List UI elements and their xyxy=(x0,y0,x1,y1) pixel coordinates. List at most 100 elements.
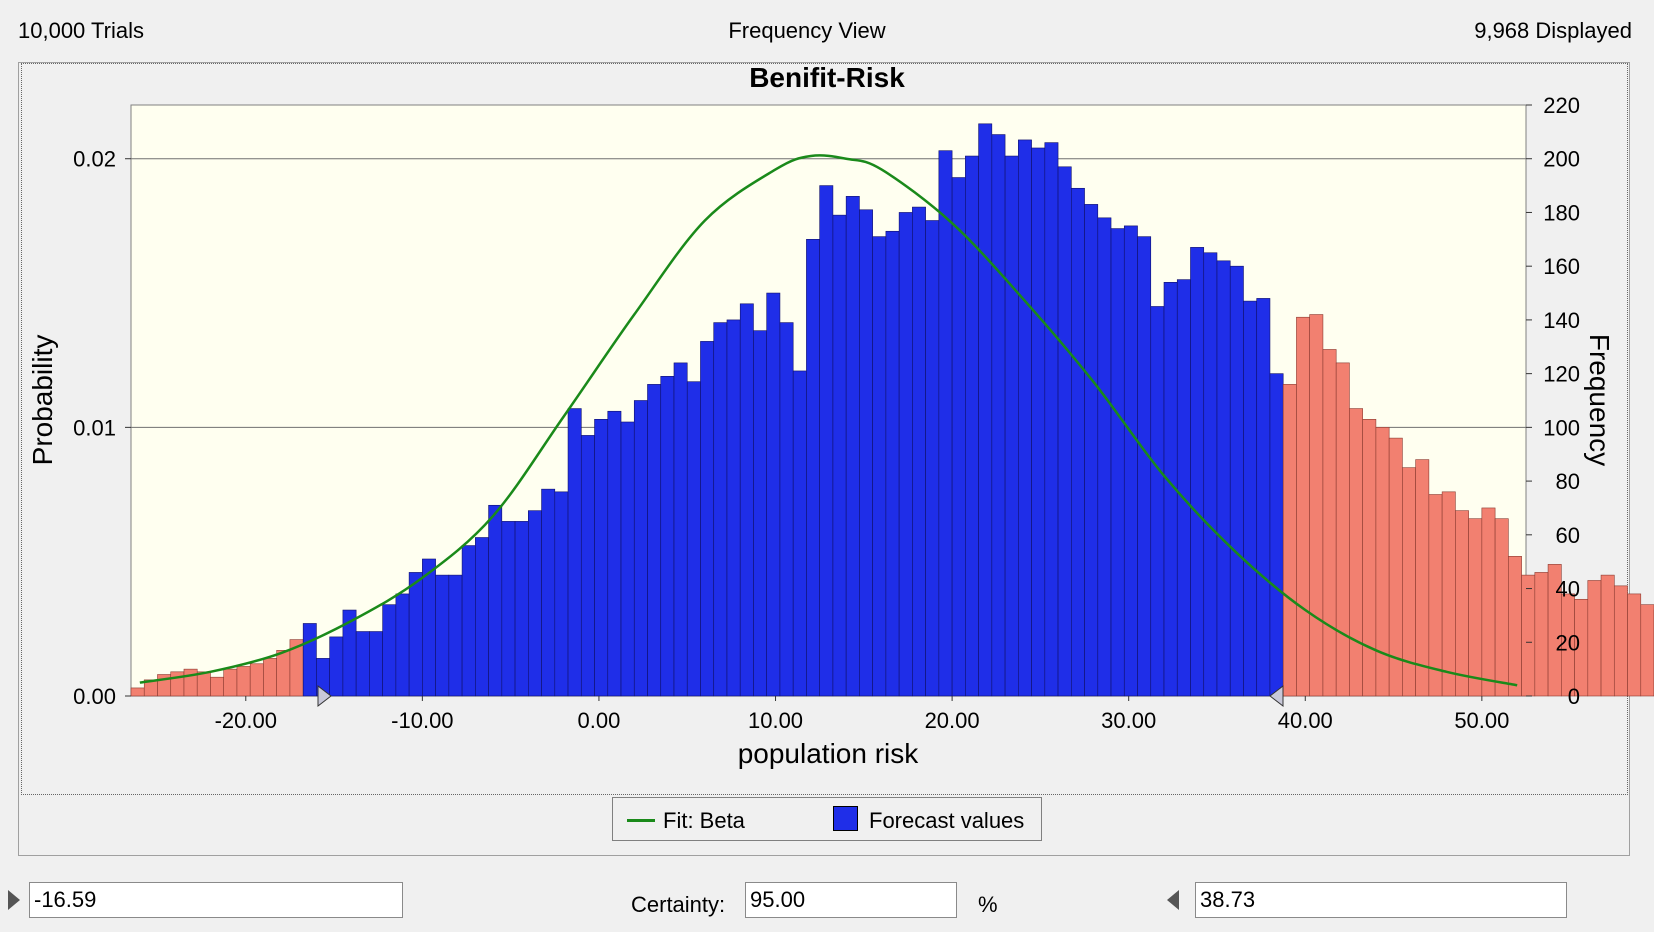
histogram-bar xyxy=(355,631,370,697)
chart-legend: Fit: Beta Forecast values xyxy=(612,797,1042,841)
x-tick-label: 40.00 xyxy=(1278,708,1333,733)
histogram-bar xyxy=(183,668,198,697)
right-grabber-icon[interactable] xyxy=(1167,890,1179,910)
histogram-bar xyxy=(898,212,913,697)
right-value-input[interactable]: 38.73 xyxy=(1195,882,1567,918)
histogram-bar xyxy=(369,631,383,697)
histogram-bar xyxy=(249,663,264,697)
displayed-count: 9,968 Displayed xyxy=(1474,18,1632,43)
histogram-bar xyxy=(991,134,1006,697)
histogram-bar xyxy=(1335,362,1350,697)
histogram-bar xyxy=(806,239,820,697)
histogram-bar xyxy=(1415,459,1430,697)
histogram-bar xyxy=(1097,217,1112,697)
histogram-bar xyxy=(276,650,291,697)
histogram-bar xyxy=(1269,373,1284,697)
histogram-bar xyxy=(541,488,556,697)
histogram-bar xyxy=(713,322,728,697)
certainty-label: Certainty: xyxy=(631,892,726,917)
histogram-bar xyxy=(739,303,754,697)
histogram-bar xyxy=(1044,142,1059,697)
histogram-bar xyxy=(461,545,476,697)
histogram-bar xyxy=(859,209,873,697)
left-grabber-handle[interactable] xyxy=(317,684,332,708)
y-tick-label-right: 100 xyxy=(1543,415,1580,440)
histogram-bar xyxy=(302,623,317,697)
histogram-bar xyxy=(514,521,529,697)
histogram-bar xyxy=(1349,408,1363,697)
left-grabber-icon[interactable] xyxy=(8,890,20,910)
histogram-bar xyxy=(236,666,251,697)
histogram-bar xyxy=(329,636,344,697)
histogram-bar xyxy=(819,185,834,697)
histogram-bar xyxy=(792,370,807,697)
histogram-bar xyxy=(726,319,741,697)
histogram-bar xyxy=(196,671,211,697)
fit-line-swatch xyxy=(627,819,655,822)
histogram-bar xyxy=(1123,225,1138,697)
histogram-bar xyxy=(1534,572,1549,697)
y-tick-label-right: 120 xyxy=(1543,362,1580,387)
certainty-controls: -16.59 Certainty: 95.00 % 38.73 xyxy=(0,856,1654,932)
x-tick-label: 20.00 xyxy=(925,708,980,733)
frequency-chart: Benifit-Risk -20.00 -10.00 0.00 10.00 20.00 3… xyxy=(27,62,1654,769)
histogram-bar xyxy=(620,421,635,697)
histogram-bar xyxy=(1031,147,1046,697)
histogram-bar xyxy=(1640,604,1654,697)
histogram-bar xyxy=(1613,585,1628,697)
right-grabber-handle[interactable] xyxy=(1269,684,1284,708)
axes: -20.00 -10.00 0.00 10.00 20.00 30.00 40.00 50.0… xyxy=(73,93,1580,733)
histogram-bar xyxy=(1229,265,1244,697)
histogram-bar xyxy=(607,410,622,697)
histogram-bar xyxy=(488,504,503,697)
histogram-bar xyxy=(501,521,516,697)
y-tick-label-right: 0 xyxy=(1568,684,1580,709)
certainty-input[interactable]: 95.00 xyxy=(745,882,957,918)
histogram-bar xyxy=(925,220,940,697)
histogram-bar xyxy=(1057,166,1072,697)
histogram-bars xyxy=(130,123,1654,697)
histogram-bar xyxy=(408,572,423,697)
trials-count: 10,000 Trials xyxy=(18,18,144,43)
histogram-bar xyxy=(1627,593,1642,697)
histogram-bar xyxy=(1521,574,1536,697)
x-tick-label: -10.00 xyxy=(391,708,453,733)
histogram-bar xyxy=(448,574,463,697)
fit-curve-layer xyxy=(139,154,1518,687)
y-tick-label-right: 20 xyxy=(1556,630,1580,655)
histogram-bar xyxy=(1018,139,1032,697)
histogram-bar xyxy=(673,362,688,697)
histogram-bar xyxy=(1362,419,1377,697)
histogram-bar xyxy=(130,687,145,697)
x-tick-label: 0.00 xyxy=(578,708,621,733)
histogram-bar xyxy=(938,150,953,697)
histogram-bar xyxy=(686,381,701,697)
histogram-bar xyxy=(885,230,900,697)
y-tick-label-right: 60 xyxy=(1556,523,1580,548)
histogram-bar xyxy=(753,330,767,697)
histogram-bar xyxy=(528,510,542,697)
histogram-bar xyxy=(1203,252,1218,697)
histogram-bar xyxy=(1508,556,1522,697)
histogram-bar xyxy=(382,604,397,697)
histogram-bar xyxy=(1309,314,1324,697)
y-tick-label-right: 160 xyxy=(1543,254,1580,279)
histogram-bar xyxy=(1296,316,1310,697)
histogram-bar xyxy=(1468,518,1483,697)
legend-fit-label: Fit: Beta xyxy=(663,808,745,833)
histogram-bar xyxy=(1150,306,1165,697)
histogram-bar xyxy=(435,574,450,697)
histogram-bar xyxy=(263,658,277,697)
y-tick-label-right: 80 xyxy=(1556,469,1580,494)
histogram-bar xyxy=(1322,349,1337,697)
histogram-bar xyxy=(1494,518,1509,697)
histogram-bar xyxy=(475,537,489,697)
histogram-bar xyxy=(1216,260,1231,697)
histogram-bar xyxy=(1071,187,1085,697)
left-value-input[interactable]: -16.59 xyxy=(29,882,403,918)
histogram-bar xyxy=(1110,228,1125,697)
histogram-bar xyxy=(779,322,794,697)
y-tick-label-left: 0.02 xyxy=(73,147,116,172)
histogram-bar xyxy=(1481,507,1496,697)
histogram-bar xyxy=(422,558,436,697)
